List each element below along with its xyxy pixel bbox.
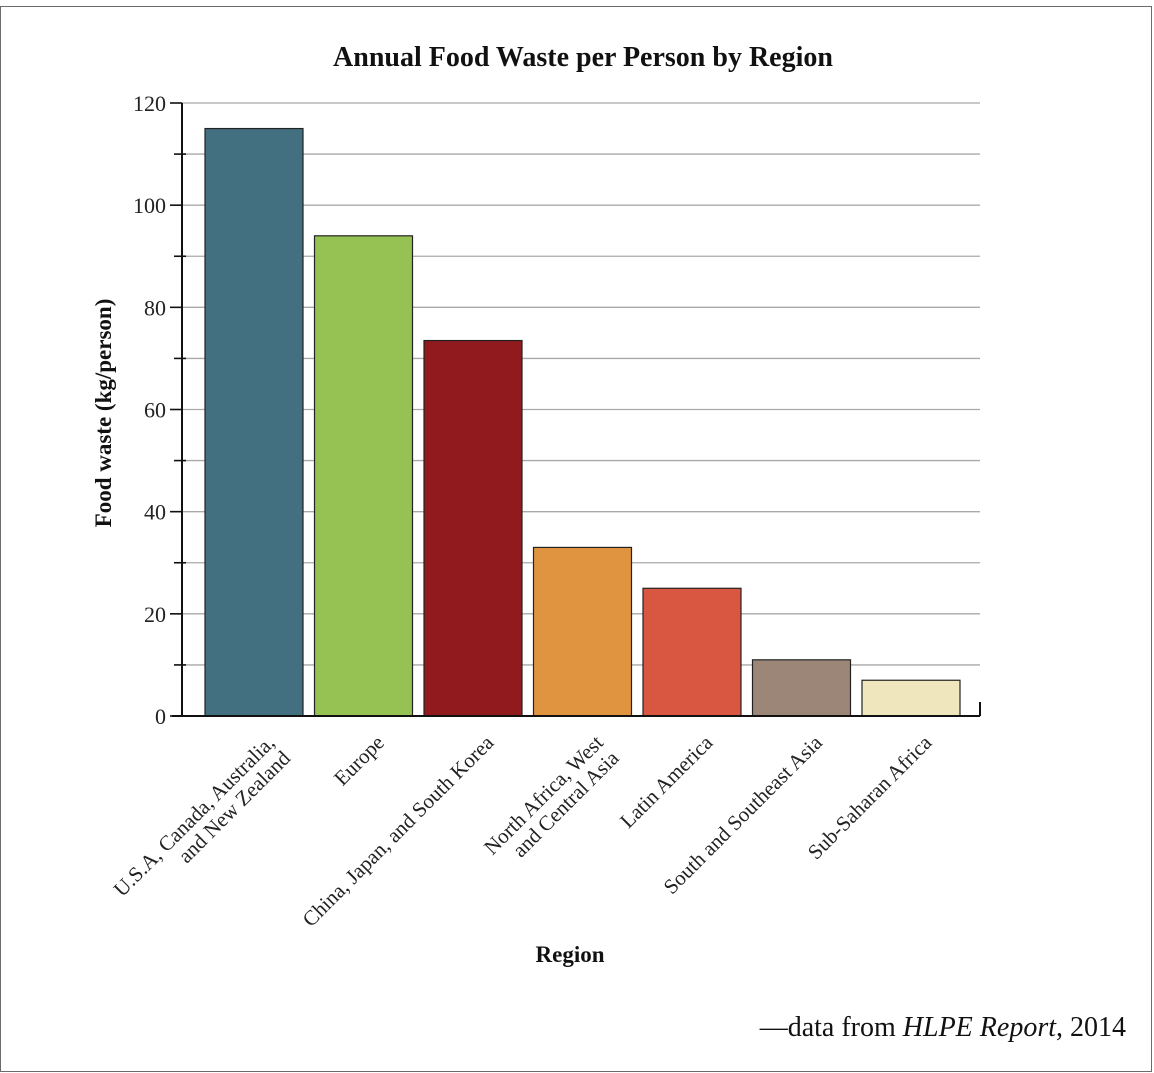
y-tick-label: 120 xyxy=(133,91,166,116)
y-tick-label: 20 xyxy=(144,602,166,627)
category-label: Europe xyxy=(329,730,389,790)
category-label-line: Europe xyxy=(329,730,389,790)
bar xyxy=(313,235,414,717)
figure-frame xyxy=(0,6,1152,1072)
source-prefix: —data from xyxy=(759,1012,903,1043)
chart-title: Annual Food Waste per Person by Region xyxy=(333,42,833,73)
x-axis-title: Region xyxy=(536,942,605,967)
category-label-line: Latin America xyxy=(615,730,718,833)
y-tick-labels: 0 20 40 60 80 100 120 xyxy=(133,91,166,729)
bar xyxy=(642,587,742,717)
category-label: Latin America xyxy=(615,730,718,833)
axes xyxy=(170,102,981,717)
y-tick-label: 0 xyxy=(155,704,166,729)
category-label-line: U.S.A, Canada, Australia, xyxy=(109,730,280,901)
y-tick-label: 60 xyxy=(144,398,166,423)
source-suffix: , 2014 xyxy=(1056,1012,1126,1043)
y-tick-label: 80 xyxy=(144,295,166,320)
bar xyxy=(861,679,961,717)
y-tick-label: 40 xyxy=(144,500,166,525)
bar xyxy=(751,659,852,717)
category-label-line: China, Japan, and South Korea xyxy=(298,730,499,931)
source-report-name: HLPE Report xyxy=(902,1012,1056,1043)
category-label: China, Japan, and South Korea xyxy=(298,730,499,931)
source-citation: —data from HLPE Report, 2014 xyxy=(760,1012,1126,1044)
y-tick-label: 100 xyxy=(133,193,166,218)
category-label: U.S.A, Canada, Australia,and New Zealand xyxy=(109,730,296,901)
bar xyxy=(204,127,304,717)
x-category-labels: U.S.A, Canada, Australia,and New Zealand… xyxy=(109,730,937,931)
bar xyxy=(532,546,633,717)
bars xyxy=(204,127,961,717)
y-axis-title: Food waste (kg/person) xyxy=(91,299,116,528)
bar xyxy=(423,339,523,717)
